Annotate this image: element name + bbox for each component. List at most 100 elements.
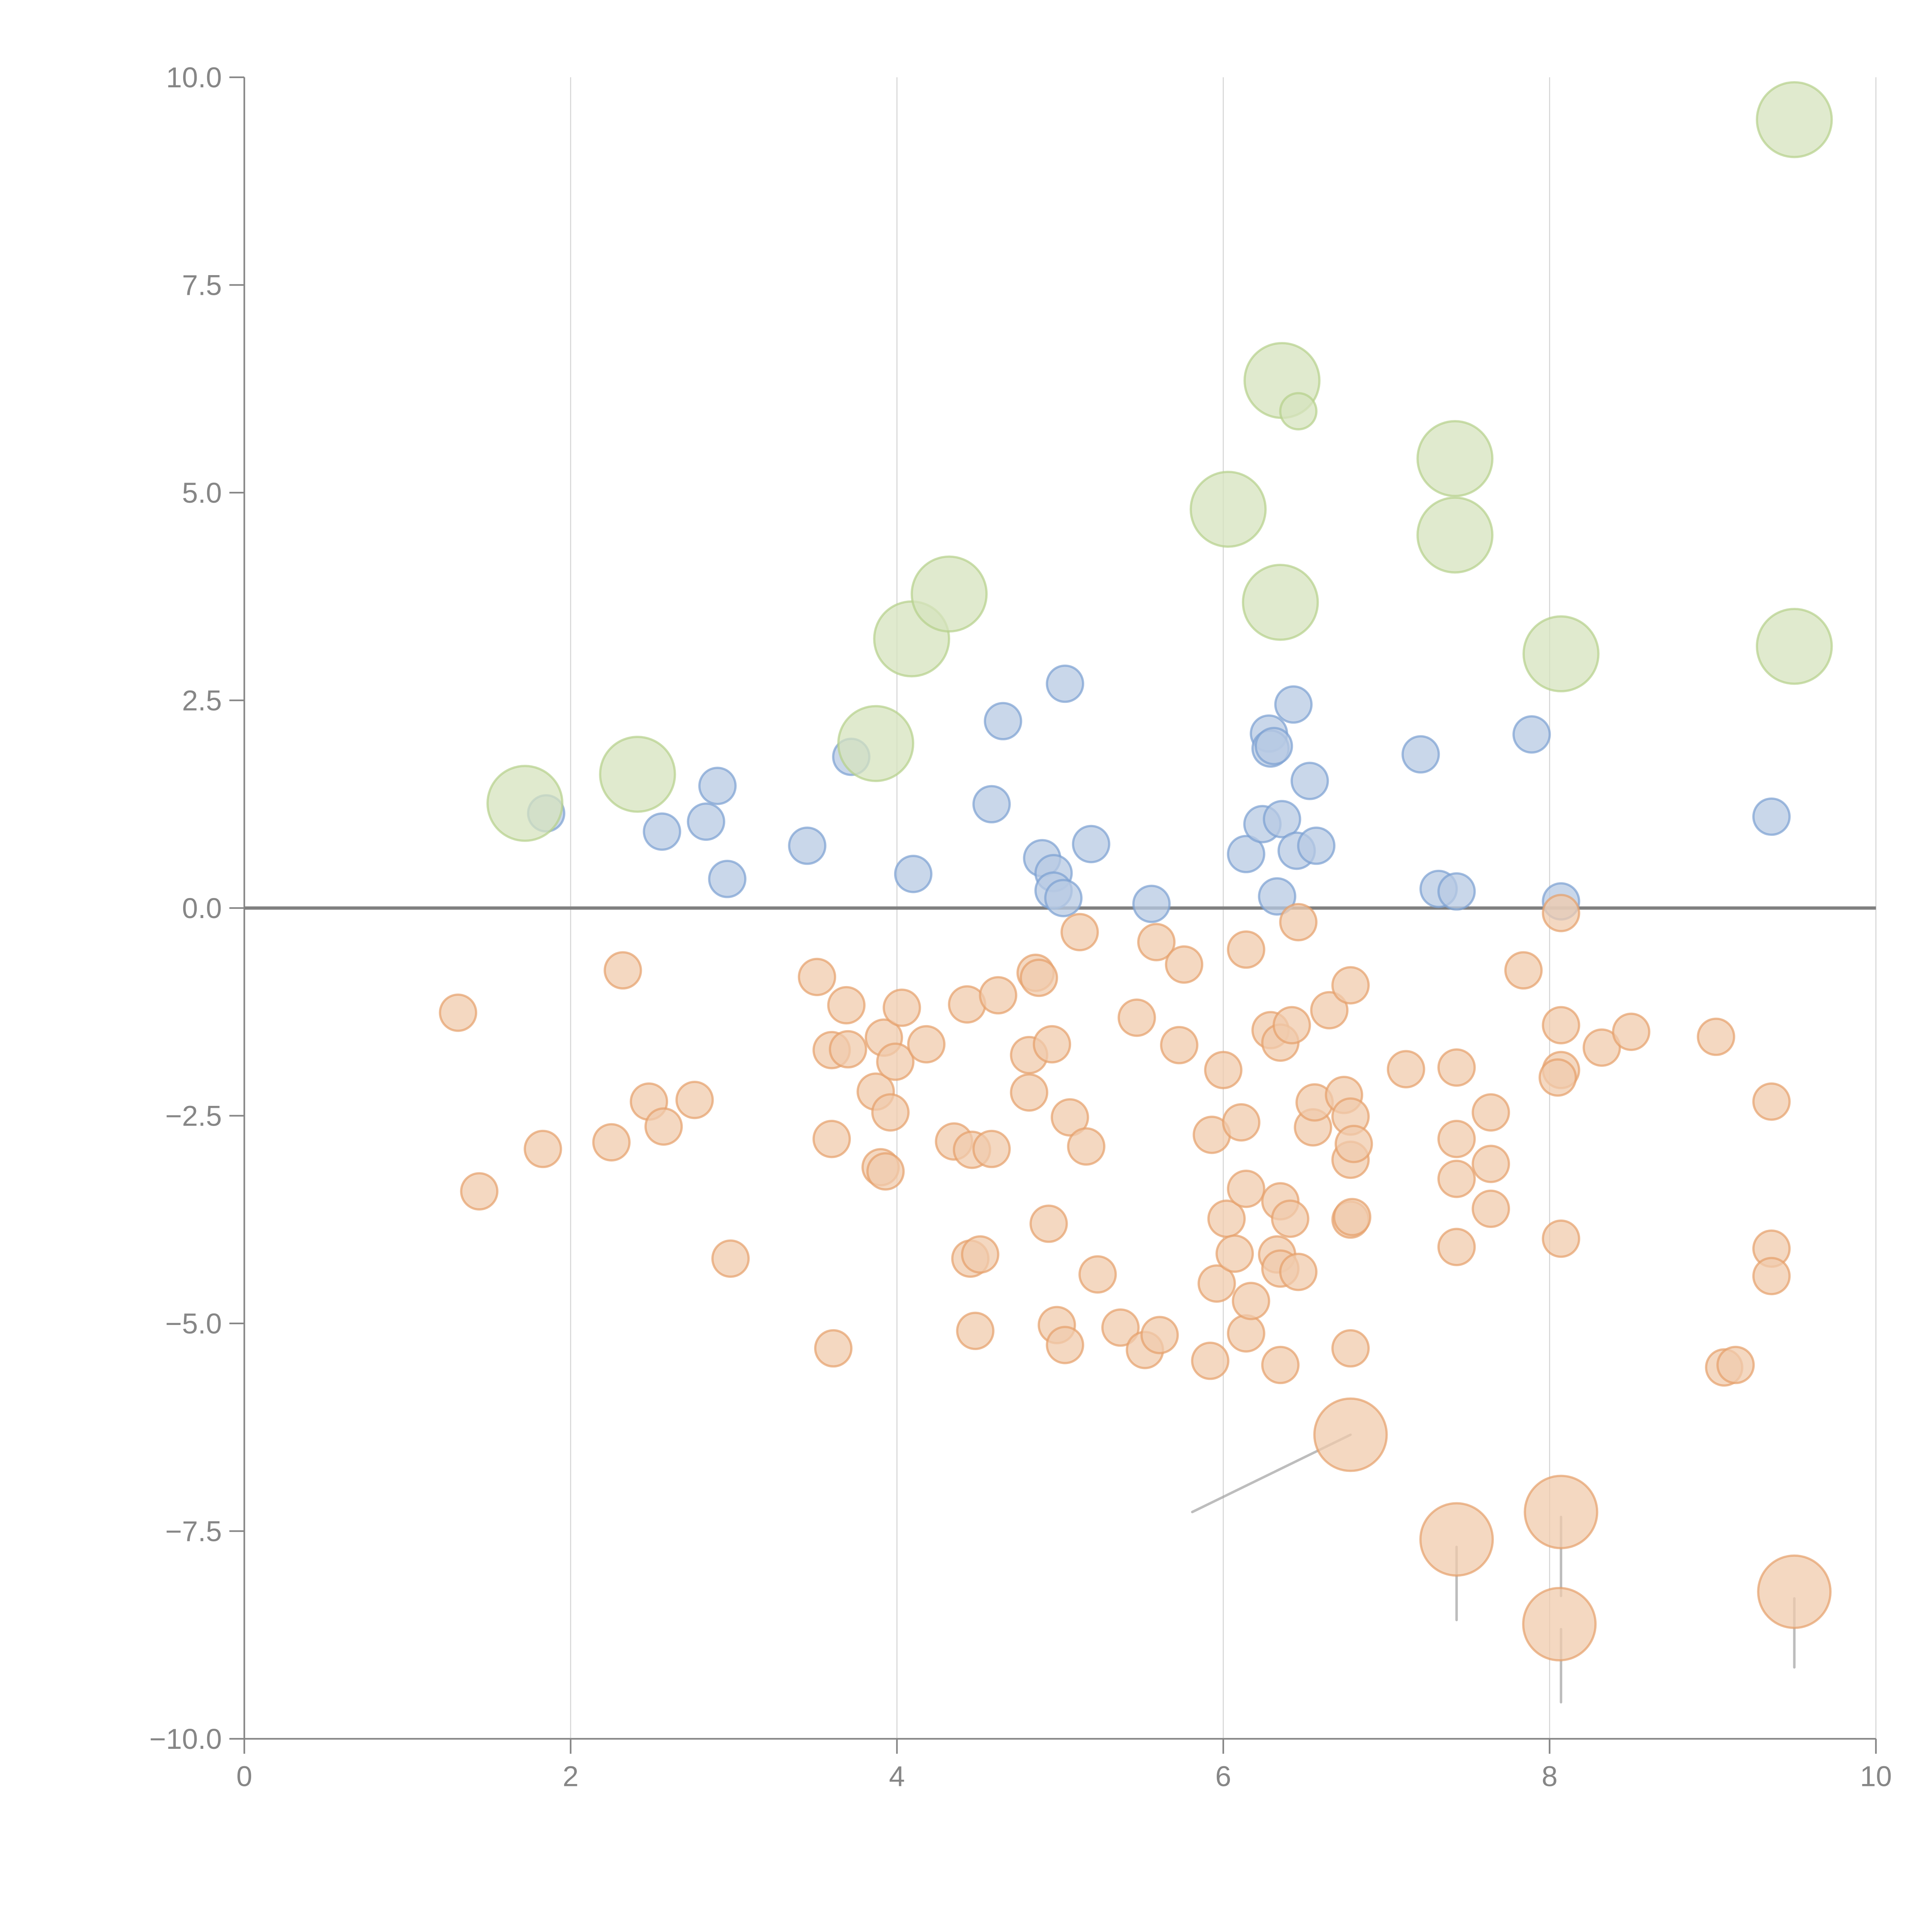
- bubble-orange-large: [1313, 1397, 1388, 1472]
- x-tick-label: 6: [1215, 1760, 1231, 1793]
- bubble-blue: [1072, 825, 1111, 864]
- bubble-green: [1416, 496, 1494, 574]
- bubble-green: [837, 705, 915, 782]
- bubble-orange: [1227, 1170, 1265, 1208]
- bubble-orange: [1504, 951, 1543, 990]
- x-tick-label: 2: [563, 1760, 578, 1793]
- bubble-blue: [698, 767, 737, 805]
- bubble-blue: [1512, 715, 1551, 754]
- y-tick-label: −10.0: [149, 1723, 222, 1755]
- bubble-orange: [1542, 1006, 1580, 1044]
- bubble-green: [1522, 615, 1600, 692]
- bubble-blue: [1290, 762, 1329, 800]
- x-tick-label: 0: [236, 1760, 252, 1793]
- bubble-orange: [1271, 1199, 1310, 1238]
- bubble-blue: [1274, 685, 1313, 724]
- bubble-orange-large: [1757, 1554, 1832, 1629]
- bubble-green: [1242, 564, 1319, 641]
- bubble-orange: [1582, 1028, 1621, 1067]
- bubble-blue: [1258, 877, 1296, 916]
- bubble-blue: [1263, 800, 1301, 838]
- bubble-orange: [592, 1123, 631, 1162]
- bubble-blue: [1046, 664, 1084, 703]
- bubble-orange: [439, 993, 478, 1032]
- bubble-orange: [814, 1329, 853, 1368]
- bubble-orange: [1215, 1234, 1254, 1273]
- bubble-orange: [1032, 1025, 1071, 1064]
- bubble-orange: [1078, 1255, 1117, 1294]
- bubble-orange: [1060, 913, 1099, 952]
- bubble-orange: [1227, 930, 1265, 969]
- y-tick-label: 0.0: [182, 892, 222, 924]
- bubbles: [439, 81, 1833, 1662]
- bubble-orange: [1204, 1051, 1243, 1089]
- bubble-orange: [1387, 1050, 1425, 1088]
- bubble-orange: [1197, 1264, 1236, 1303]
- bubble-orange: [1019, 958, 1058, 997]
- bubble-green: [910, 555, 988, 633]
- bubble-orange: [866, 1152, 905, 1191]
- bubble-orange: [883, 988, 921, 1027]
- bubble-orange: [1752, 1257, 1791, 1296]
- bubble-orange: [1437, 1228, 1476, 1266]
- bubble-orange: [460, 1172, 498, 1211]
- bubble-orange: [675, 1080, 714, 1119]
- x-tick-label: 8: [1542, 1760, 1558, 1793]
- x-tick-label: 10: [1860, 1760, 1892, 1793]
- bubble-orange: [1279, 903, 1318, 942]
- y-tick-label: −5.0: [165, 1308, 222, 1340]
- bubble-orange: [961, 1235, 1000, 1274]
- bubble-green: [1416, 420, 1494, 497]
- y-tick-label: 10.0: [166, 61, 222, 94]
- x-axis-ticks: 0 2 4 6 8 10: [236, 1739, 1892, 1793]
- bubble-orange: [1716, 1345, 1755, 1384]
- bubble-orange: [798, 957, 837, 997]
- bubble-orange: [1542, 1219, 1580, 1258]
- y-tick-label: 7.5: [182, 269, 222, 301]
- bubble-blue: [1752, 797, 1791, 836]
- bubble-blue: [1297, 827, 1336, 865]
- bubble-blue: [788, 827, 827, 865]
- bubble-blue: [643, 812, 681, 851]
- bubble-green: [1189, 471, 1267, 548]
- bubble-orange: [1538, 1058, 1577, 1097]
- bubble-orange-large: [1419, 1502, 1494, 1577]
- bubble-orange: [1331, 966, 1370, 1005]
- bubble-blue: [894, 855, 933, 893]
- bubble-orange: [1046, 1326, 1084, 1364]
- bubble-orange: [1261, 1345, 1300, 1384]
- y-tick-label: −2.5: [165, 1100, 222, 1132]
- bubble-blue: [687, 802, 725, 841]
- bubble-orange: [1542, 894, 1580, 932]
- bubble-orange: [1101, 1308, 1140, 1347]
- bubble-orange: [1067, 1127, 1105, 1166]
- bubble-orange: [1310, 991, 1349, 1030]
- bubble-blue: [984, 702, 1022, 740]
- bubble-orange-large: [1524, 1475, 1599, 1549]
- bubble-orange: [1437, 1160, 1476, 1198]
- bubble-blue: [1401, 735, 1440, 774]
- bubble-blue: [1227, 835, 1265, 873]
- bubble-orange: [524, 1129, 562, 1168]
- bubble-orange: [1051, 1098, 1089, 1137]
- bubble-orange: [907, 1025, 946, 1064]
- bubble-orange: [1029, 1204, 1068, 1243]
- y-tick-label: −7.5: [165, 1515, 222, 1547]
- bubble-orange: [604, 951, 642, 990]
- bubble-orange: [812, 1120, 851, 1158]
- bubble-orange: [1140, 1316, 1179, 1354]
- bubble-blue: [1255, 727, 1293, 765]
- bubble-orange: [1333, 1198, 1372, 1236]
- bubble-orange: [1191, 1342, 1230, 1380]
- bubble-orange: [1437, 1048, 1476, 1087]
- bubble-green: [1756, 81, 1833, 158]
- bubble-green: [599, 736, 676, 813]
- bubble-orange: [1331, 1329, 1370, 1368]
- bubble-orange: [711, 1239, 750, 1278]
- bubble-orange: [1471, 1145, 1510, 1183]
- bubble-orange: [1334, 1124, 1373, 1163]
- bubble-blue: [972, 785, 1011, 823]
- bubble-orange: [644, 1107, 683, 1146]
- bubble-orange: [1227, 1314, 1265, 1353]
